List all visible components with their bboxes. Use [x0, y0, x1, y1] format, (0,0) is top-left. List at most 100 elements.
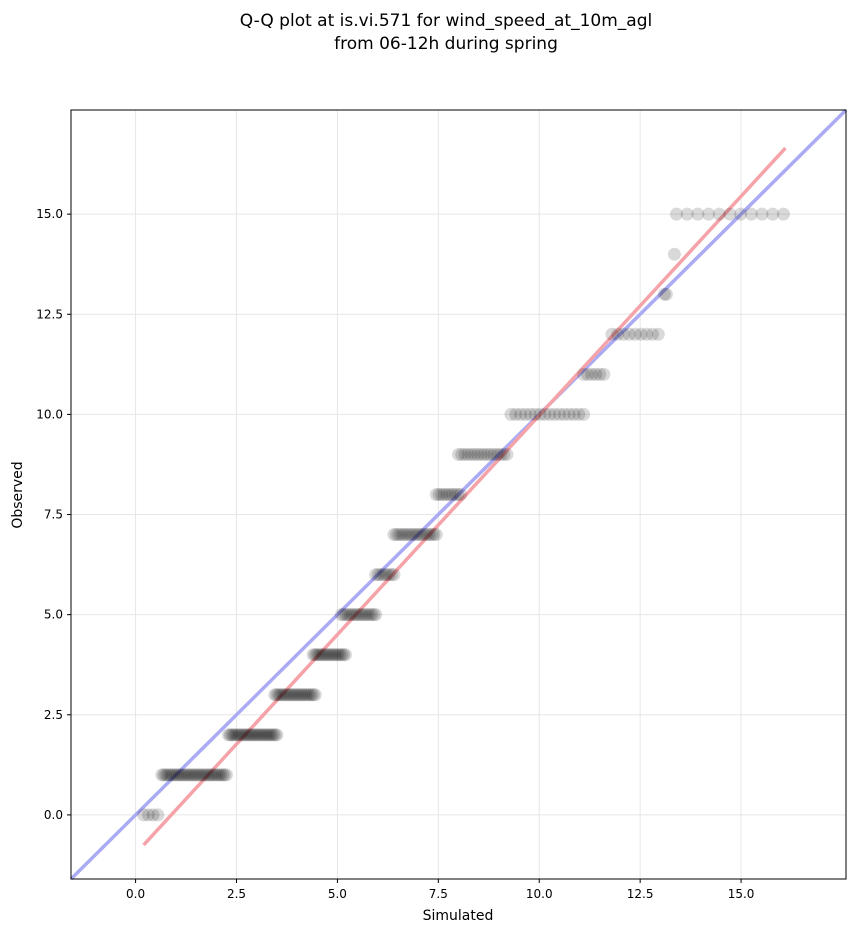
data-point [306, 688, 320, 702]
data-point [577, 407, 591, 421]
data-point [432, 488, 446, 501]
data-point [392, 528, 406, 542]
data-point [562, 407, 576, 421]
data-point [394, 528, 408, 542]
data-point [155, 768, 169, 782]
data-point [387, 568, 401, 582]
data-point [412, 528, 426, 542]
data-point [157, 768, 171, 782]
data-point [523, 407, 537, 421]
data-point [192, 768, 206, 782]
data-point [477, 447, 491, 461]
data-point [270, 688, 284, 702]
data-point [308, 688, 322, 702]
data-point [448, 488, 462, 501]
data-point [350, 608, 364, 622]
data-point [281, 688, 295, 702]
data-point [355, 608, 369, 622]
data-point [723, 207, 737, 221]
data-point [198, 768, 212, 782]
data-point [337, 648, 351, 662]
data-point [422, 528, 436, 542]
data-point [146, 808, 160, 822]
data-point [497, 447, 511, 461]
data-point [382, 568, 396, 582]
data-point [293, 688, 307, 702]
data-point [256, 728, 270, 742]
data-point [257, 728, 271, 742]
data-point [223, 728, 237, 742]
data-point [219, 768, 233, 782]
data-point [509, 407, 523, 421]
data-point [577, 367, 591, 381]
data-point [141, 808, 155, 822]
data-point [744, 207, 758, 221]
data-point [657, 287, 671, 301]
data-point [585, 367, 599, 381]
data-point [329, 648, 343, 662]
data-point [170, 768, 184, 782]
data-point [289, 688, 303, 702]
x-tick-label: 0.0 [126, 887, 145, 901]
data-point [474, 447, 488, 461]
data-point [702, 207, 716, 221]
data-point [659, 287, 673, 301]
data-point [159, 768, 173, 782]
data-point [299, 688, 313, 702]
data-point [215, 768, 229, 782]
data-point [334, 608, 348, 622]
data-point [766, 207, 780, 221]
x-tick-label: 15.0 [728, 887, 755, 901]
data-point [234, 728, 248, 742]
data-point [481, 447, 495, 461]
data-point [266, 728, 280, 742]
data-point [440, 488, 454, 501]
x-tick-label: 2.5 [227, 887, 246, 901]
y-tick-label: 10.0 [36, 407, 63, 421]
data-point [196, 768, 210, 782]
data-point [622, 327, 636, 341]
data-point [229, 728, 243, 742]
data-point [504, 407, 518, 421]
data-point [402, 528, 416, 542]
data-point [371, 568, 385, 582]
data-point [238, 728, 252, 742]
data-point [304, 688, 318, 702]
data-point [500, 447, 514, 461]
data-point [487, 447, 501, 461]
data-point [161, 768, 175, 782]
data-point [186, 768, 200, 782]
data-point [646, 327, 660, 341]
data-point [667, 247, 681, 261]
data-point [263, 728, 277, 742]
data-point [341, 608, 355, 622]
y-tick-label: 0.0 [44, 808, 63, 822]
data-point [285, 688, 299, 702]
data-point [429, 528, 443, 542]
data-point [245, 728, 259, 742]
data-point [337, 608, 351, 622]
data-point [182, 768, 196, 782]
data-point [597, 367, 611, 381]
data-point [259, 728, 273, 742]
data-point [437, 488, 451, 501]
data-point [254, 728, 268, 742]
data-point [377, 568, 391, 582]
x-tick-label: 10.0 [526, 887, 553, 901]
data-point [734, 207, 748, 221]
data-point [210, 768, 224, 782]
data-point [291, 688, 305, 702]
y-tick-label: 7.5 [44, 508, 63, 522]
data-point [310, 648, 324, 662]
data-point [318, 648, 332, 662]
data-point [451, 488, 465, 501]
chart-title-line2: from 06-12h during spring [334, 34, 558, 54]
data-point [208, 768, 222, 782]
data-point [272, 688, 286, 702]
data-point [429, 488, 443, 501]
data-point [279, 688, 293, 702]
x-axis-ticks: 0.0 2.5 5.0 7.5 10.0 12.5 15.0 [126, 879, 754, 901]
data-point [338, 648, 352, 662]
data-point [572, 407, 586, 421]
